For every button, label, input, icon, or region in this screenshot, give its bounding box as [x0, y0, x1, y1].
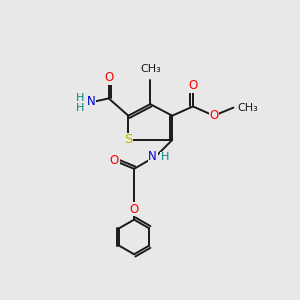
- Text: N: N: [148, 150, 157, 163]
- Text: H: H: [76, 103, 84, 113]
- Text: O: O: [209, 109, 218, 122]
- Text: N: N: [87, 95, 96, 108]
- Text: O: O: [104, 71, 113, 84]
- Text: H: H: [76, 93, 84, 103]
- Text: O: O: [188, 79, 198, 92]
- Text: O: O: [130, 203, 139, 216]
- Text: CH₃: CH₃: [237, 103, 258, 112]
- Text: S: S: [124, 134, 133, 146]
- Text: O: O: [110, 154, 119, 167]
- Text: H: H: [161, 152, 169, 162]
- Text: CH₃: CH₃: [140, 64, 161, 74]
